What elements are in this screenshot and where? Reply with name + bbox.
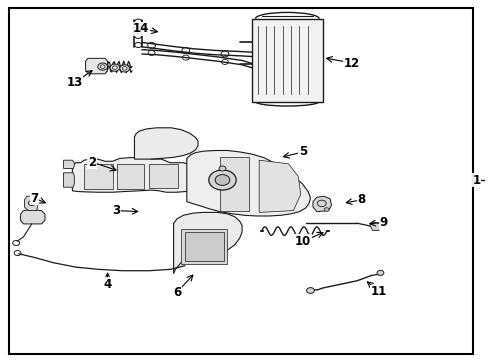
Text: 13: 13 — [66, 76, 82, 89]
Circle shape — [376, 270, 383, 275]
Text: 11: 11 — [370, 285, 386, 298]
Polygon shape — [186, 150, 310, 216]
Circle shape — [98, 63, 107, 70]
Text: 6: 6 — [173, 286, 181, 299]
Bar — [117, 164, 144, 189]
Polygon shape — [220, 157, 249, 211]
Polygon shape — [259, 160, 300, 212]
Text: 2: 2 — [88, 156, 96, 168]
Text: 12: 12 — [343, 57, 360, 69]
Bar — [84, 164, 113, 189]
Polygon shape — [173, 212, 242, 274]
Circle shape — [306, 288, 314, 293]
Polygon shape — [24, 196, 38, 211]
Circle shape — [110, 64, 120, 71]
Text: 4: 4 — [103, 278, 111, 291]
Polygon shape — [312, 196, 331, 212]
Bar — [251, 19, 322, 102]
Bar — [149, 164, 178, 188]
Polygon shape — [72, 158, 200, 192]
Circle shape — [219, 166, 225, 171]
Text: 5: 5 — [299, 145, 306, 158]
Text: 1: 1 — [472, 174, 480, 186]
Text: 7: 7 — [30, 192, 38, 204]
Text: 10: 10 — [294, 235, 311, 248]
Bar — [181, 229, 227, 264]
Polygon shape — [85, 58, 107, 74]
Circle shape — [208, 170, 236, 190]
Polygon shape — [134, 128, 198, 159]
Text: 14: 14 — [132, 22, 149, 35]
Text: 8: 8 — [357, 193, 365, 206]
Bar — [184, 232, 224, 261]
Text: 3: 3 — [112, 204, 120, 217]
Polygon shape — [63, 160, 74, 168]
Polygon shape — [369, 222, 381, 230]
Polygon shape — [63, 173, 74, 187]
Circle shape — [324, 208, 328, 211]
Polygon shape — [20, 210, 45, 224]
Circle shape — [120, 65, 129, 72]
Text: 9: 9 — [379, 216, 387, 229]
Circle shape — [215, 175, 229, 185]
